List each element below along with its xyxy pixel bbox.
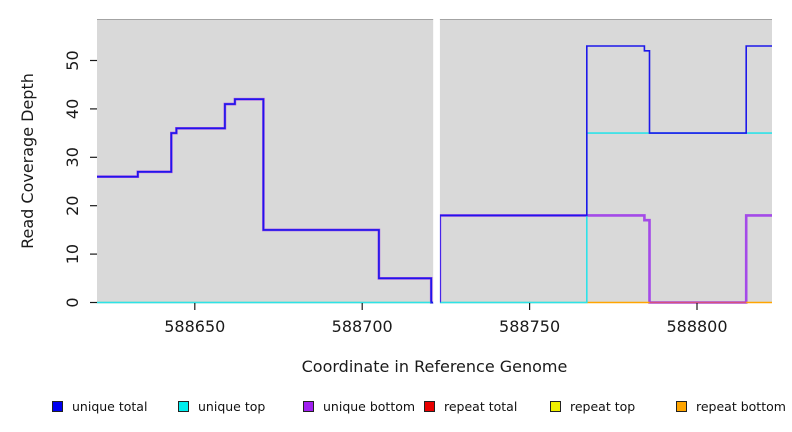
x-tick-label: 588650 [164, 317, 225, 336]
y-axis-title: Read Coverage Depth [18, 73, 37, 249]
x-tick-label: 588750 [499, 317, 560, 336]
series-unique-total [97, 98, 434, 304]
y-tick-label: 10 [63, 244, 82, 264]
x-tick-label: 588700 [332, 317, 393, 336]
y-tick-label: 0 [63, 297, 82, 307]
coverage-gap-band [433, 19, 440, 303]
y-tick-label: 30 [63, 147, 82, 167]
y-tick-label: 50 [63, 50, 82, 70]
y-tick-label: 20 [63, 196, 82, 216]
x-axis-title: Coordinate in Reference Genome [301, 357, 568, 376]
y-tick-label: 40 [63, 99, 82, 119]
series-unique-total [439, 45, 772, 303]
x-tick-label: 588800 [666, 317, 727, 336]
